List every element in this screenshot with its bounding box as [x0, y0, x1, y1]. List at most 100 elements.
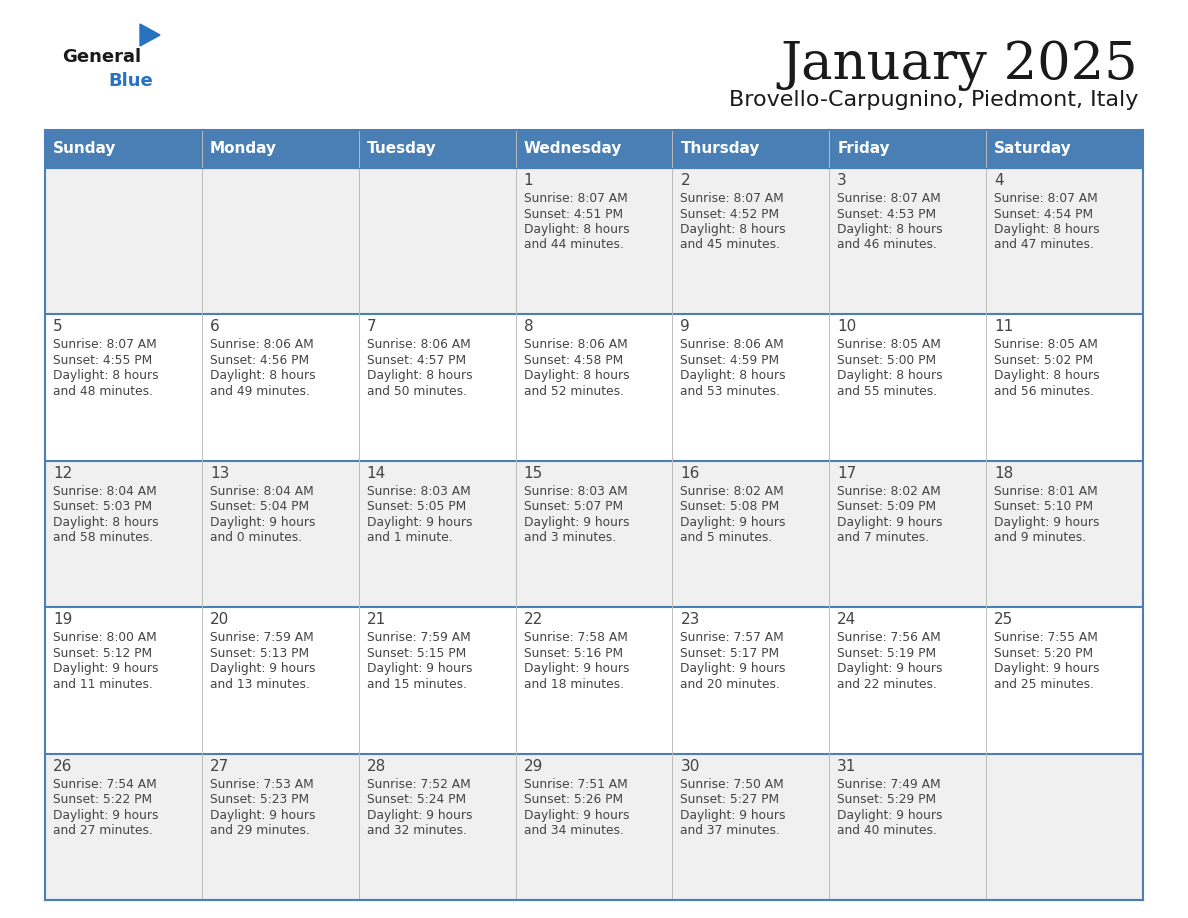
Text: Sunrise: 8:07 AM: Sunrise: 8:07 AM: [994, 192, 1098, 205]
Text: Sunrise: 7:59 AM: Sunrise: 7:59 AM: [210, 632, 314, 644]
Text: Brovello-Carpugnino, Piedmont, Italy: Brovello-Carpugnino, Piedmont, Italy: [728, 90, 1138, 110]
Text: Daylight: 9 hours: Daylight: 9 hours: [524, 809, 630, 822]
Bar: [986, 130, 1143, 168]
Text: Sunset: 5:17 PM: Sunset: 5:17 PM: [681, 646, 779, 660]
Text: Sunset: 5:08 PM: Sunset: 5:08 PM: [681, 500, 779, 513]
Text: Daylight: 9 hours: Daylight: 9 hours: [367, 516, 472, 529]
Text: and 55 minutes.: and 55 minutes.: [838, 385, 937, 397]
Text: and 37 minutes.: and 37 minutes.: [681, 824, 781, 837]
Text: Daylight: 9 hours: Daylight: 9 hours: [210, 662, 315, 676]
Text: Sunset: 5:05 PM: Sunset: 5:05 PM: [367, 500, 466, 513]
Text: and 47 minutes.: and 47 minutes.: [994, 239, 1094, 252]
Text: and 56 minutes.: and 56 minutes.: [994, 385, 1094, 397]
Text: Daylight: 8 hours: Daylight: 8 hours: [53, 369, 159, 383]
Text: Sunset: 4:58 PM: Sunset: 4:58 PM: [524, 354, 623, 367]
Text: Sunrise: 8:06 AM: Sunrise: 8:06 AM: [681, 339, 784, 352]
Text: 3: 3: [838, 173, 847, 188]
Text: and 15 minutes.: and 15 minutes.: [367, 677, 467, 690]
Text: 15: 15: [524, 465, 543, 481]
Text: and 44 minutes.: and 44 minutes.: [524, 239, 624, 252]
Text: 24: 24: [838, 612, 857, 627]
Text: Sunrise: 8:06 AM: Sunrise: 8:06 AM: [367, 339, 470, 352]
Text: Sunrise: 7:55 AM: Sunrise: 7:55 AM: [994, 632, 1098, 644]
Text: Daylight: 9 hours: Daylight: 9 hours: [681, 809, 786, 822]
Text: Sunset: 5:00 PM: Sunset: 5:00 PM: [838, 354, 936, 367]
Text: 17: 17: [838, 465, 857, 481]
Text: Sunrise: 8:03 AM: Sunrise: 8:03 AM: [524, 485, 627, 498]
Text: 6: 6: [210, 319, 220, 334]
Bar: [45, 607, 1143, 754]
Text: Daylight: 9 hours: Daylight: 9 hours: [53, 809, 158, 822]
Text: 19: 19: [53, 612, 72, 627]
Text: 1: 1: [524, 173, 533, 188]
Text: and 1 minute.: and 1 minute.: [367, 532, 453, 544]
Text: and 0 minutes.: and 0 minutes.: [210, 532, 302, 544]
Text: Daylight: 9 hours: Daylight: 9 hours: [994, 662, 1100, 676]
Text: 7: 7: [367, 319, 377, 334]
Text: and 49 minutes.: and 49 minutes.: [210, 385, 310, 397]
Text: Daylight: 9 hours: Daylight: 9 hours: [210, 809, 315, 822]
Text: and 22 minutes.: and 22 minutes.: [838, 677, 937, 690]
Text: Sunrise: 8:01 AM: Sunrise: 8:01 AM: [994, 485, 1098, 498]
Text: Daylight: 8 hours: Daylight: 8 hours: [367, 369, 473, 383]
Text: Sunset: 4:55 PM: Sunset: 4:55 PM: [53, 354, 152, 367]
Text: 22: 22: [524, 612, 543, 627]
Text: Sunrise: 8:02 AM: Sunrise: 8:02 AM: [681, 485, 784, 498]
Text: Sunrise: 7:51 AM: Sunrise: 7:51 AM: [524, 778, 627, 790]
Text: 2: 2: [681, 173, 690, 188]
Text: Sunset: 5:10 PM: Sunset: 5:10 PM: [994, 500, 1093, 513]
Text: Sunset: 5:15 PM: Sunset: 5:15 PM: [367, 646, 466, 660]
Text: 11: 11: [994, 319, 1013, 334]
Text: Daylight: 9 hours: Daylight: 9 hours: [53, 662, 158, 676]
Text: Daylight: 9 hours: Daylight: 9 hours: [994, 516, 1100, 529]
Text: Sunrise: 7:56 AM: Sunrise: 7:56 AM: [838, 632, 941, 644]
Text: Sunrise: 8:07 AM: Sunrise: 8:07 AM: [524, 192, 627, 205]
Text: Daylight: 8 hours: Daylight: 8 hours: [53, 516, 159, 529]
Text: Daylight: 8 hours: Daylight: 8 hours: [524, 223, 630, 236]
Text: Sunrise: 8:00 AM: Sunrise: 8:00 AM: [53, 632, 157, 644]
Text: Sunrise: 8:07 AM: Sunrise: 8:07 AM: [681, 192, 784, 205]
Text: Daylight: 8 hours: Daylight: 8 hours: [838, 369, 943, 383]
Bar: [202, 130, 359, 168]
Text: Daylight: 8 hours: Daylight: 8 hours: [838, 223, 943, 236]
Text: Daylight: 8 hours: Daylight: 8 hours: [681, 223, 786, 236]
Text: Sunrise: 7:50 AM: Sunrise: 7:50 AM: [681, 778, 784, 790]
Text: and 34 minutes.: and 34 minutes.: [524, 824, 624, 837]
Text: Sunset: 5:02 PM: Sunset: 5:02 PM: [994, 354, 1093, 367]
Text: 4: 4: [994, 173, 1004, 188]
Text: 13: 13: [210, 465, 229, 481]
Text: Sunset: 5:16 PM: Sunset: 5:16 PM: [524, 646, 623, 660]
Text: Sunset: 4:57 PM: Sunset: 4:57 PM: [367, 354, 466, 367]
Text: Sunrise: 7:59 AM: Sunrise: 7:59 AM: [367, 632, 470, 644]
Bar: [45, 130, 202, 168]
Text: and 5 minutes.: and 5 minutes.: [681, 532, 772, 544]
Text: 10: 10: [838, 319, 857, 334]
Text: Sunset: 5:04 PM: Sunset: 5:04 PM: [210, 500, 309, 513]
Text: Daylight: 9 hours: Daylight: 9 hours: [838, 809, 943, 822]
Text: Sunset: 5:29 PM: Sunset: 5:29 PM: [838, 793, 936, 806]
Text: and 20 minutes.: and 20 minutes.: [681, 677, 781, 690]
Text: 30: 30: [681, 758, 700, 774]
Text: Sunset: 5:07 PM: Sunset: 5:07 PM: [524, 500, 623, 513]
Text: Sunrise: 7:52 AM: Sunrise: 7:52 AM: [367, 778, 470, 790]
Text: Wednesday: Wednesday: [524, 141, 623, 156]
Text: Sunrise: 8:04 AM: Sunrise: 8:04 AM: [53, 485, 157, 498]
Text: 21: 21: [367, 612, 386, 627]
Text: Sunset: 4:51 PM: Sunset: 4:51 PM: [524, 207, 623, 220]
Text: Daylight: 9 hours: Daylight: 9 hours: [681, 516, 786, 529]
Text: Sunrise: 7:58 AM: Sunrise: 7:58 AM: [524, 632, 627, 644]
Text: Friday: Friday: [838, 141, 890, 156]
Text: and 40 minutes.: and 40 minutes.: [838, 824, 937, 837]
Text: 9: 9: [681, 319, 690, 334]
Text: 28: 28: [367, 758, 386, 774]
Text: Sunset: 5:26 PM: Sunset: 5:26 PM: [524, 793, 623, 806]
Text: Daylight: 8 hours: Daylight: 8 hours: [994, 223, 1100, 236]
Text: Blue: Blue: [108, 72, 153, 90]
Text: Sunset: 4:52 PM: Sunset: 4:52 PM: [681, 207, 779, 220]
Text: 29: 29: [524, 758, 543, 774]
Text: Sunset: 5:22 PM: Sunset: 5:22 PM: [53, 793, 152, 806]
Text: Sunrise: 7:54 AM: Sunrise: 7:54 AM: [53, 778, 157, 790]
Text: and 29 minutes.: and 29 minutes.: [210, 824, 310, 837]
Text: Sunrise: 8:04 AM: Sunrise: 8:04 AM: [210, 485, 314, 498]
Text: Daylight: 9 hours: Daylight: 9 hours: [681, 662, 786, 676]
